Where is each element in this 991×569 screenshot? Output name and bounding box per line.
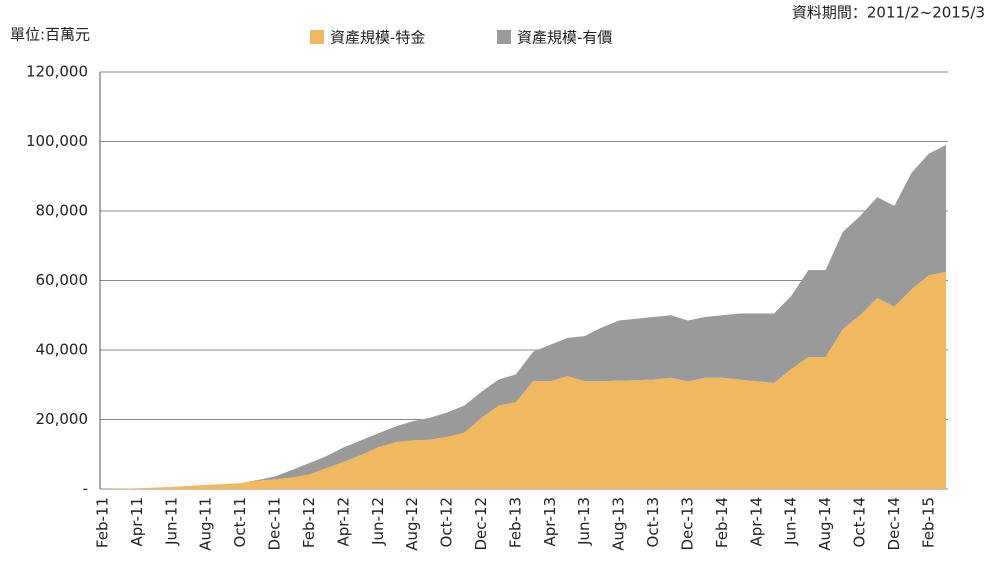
x-tick-label: Jun-14	[782, 497, 800, 546]
y-tick-label: 20,000	[36, 410, 89, 428]
area	[103, 271, 946, 489]
x-tick-label: Feb-14	[713, 497, 731, 548]
unit-label: 單位:百萬元	[10, 26, 90, 44]
x-tick-label: Aug-11	[197, 497, 215, 551]
x-tick-label: Apr-12	[334, 497, 352, 547]
x-tick-label: Oct-13	[644, 497, 662, 547]
y-tick-label: 60,000	[36, 271, 89, 289]
x-tick-label: Apr-11	[128, 497, 146, 547]
legend-swatch	[310, 30, 324, 44]
x-tick-label: Jun-11	[162, 497, 180, 546]
x-tick-label: Feb-12	[300, 497, 318, 548]
x-tick-label: Oct-11	[231, 497, 249, 547]
x-tick-label: Dec-11	[266, 497, 284, 551]
x-tick-label: Aug-13	[610, 497, 628, 551]
legend-swatch	[497, 30, 511, 44]
y-tick-label: -	[83, 480, 88, 498]
x-tick-label: Oct-12	[438, 497, 456, 547]
x-tick-label: Jun-12	[369, 497, 387, 546]
x-tick-label: Dec-12	[472, 497, 490, 551]
x-tick-label: Jun-13	[575, 497, 593, 546]
y-tick-label: 120,000	[26, 63, 88, 81]
x-tick-label: Oct-14	[850, 497, 868, 547]
x-tick-label: Apr-13	[541, 497, 559, 547]
legend-label: 資產規模-有價	[517, 29, 612, 47]
area	[103, 144, 946, 489]
x-tick-label: Feb-11	[94, 497, 112, 548]
y-tick-label: 100,000	[26, 132, 88, 150]
y-tick-label: 40,000	[36, 341, 89, 359]
x-tick-label: Dec-13	[678, 497, 696, 551]
x-tick-label: Dec-14	[885, 497, 903, 551]
y-tick-label: 80,000	[36, 202, 89, 220]
x-tick-label: Feb-13	[506, 497, 524, 548]
x-tick-label: Aug-14	[816, 497, 834, 551]
x-tick-label: Aug-12	[403, 497, 421, 551]
legend-label: 資產規模-特金	[330, 29, 425, 47]
x-tick-label: Apr-14	[747, 497, 765, 547]
note: 資料期間：2011/2~2015/3	[792, 4, 985, 22]
x-tick-label: Feb-15	[919, 497, 937, 548]
